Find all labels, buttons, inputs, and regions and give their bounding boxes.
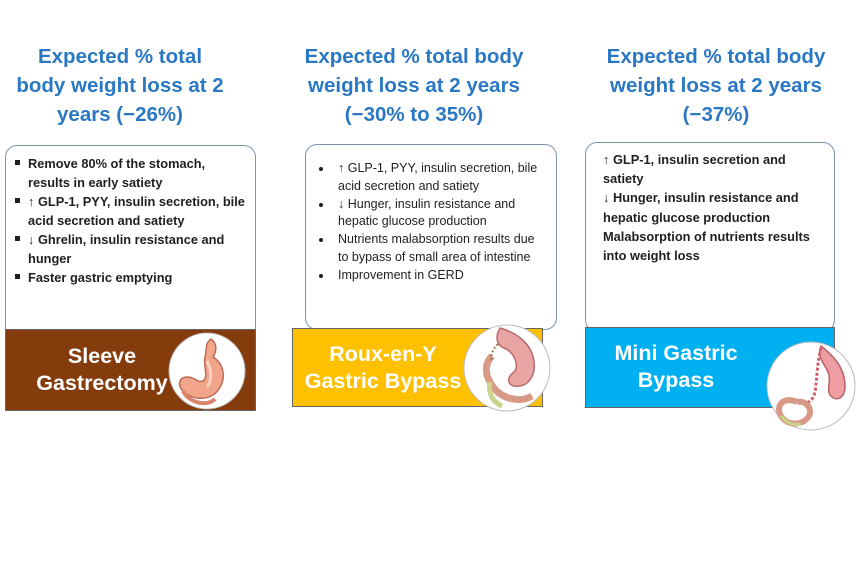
banner-line: Gastrectomy [36, 371, 168, 395]
heading-mini-gastric: Expected % total body weight loss at 2 y… [594, 42, 838, 129]
heading-line: weight loss at 2 years [308, 74, 520, 97]
mechanisms-box-mini-gastric: ↑ GLP-1, insulin secretion and satiety ↓… [585, 142, 835, 332]
heading-roux-en-y: Expected % total body weight loss at 2 y… [292, 42, 536, 129]
heading-sleeve: Expected % total body weight loss at 2 y… [0, 42, 240, 129]
list-item: Nutrients malabsorption results due to b… [310, 231, 542, 267]
heading-line: years (−26%) [57, 103, 183, 126]
mini-gastric-bypass-icon [766, 341, 856, 431]
heading-line: body weight loss at 2 [16, 74, 224, 97]
list-item: Improvement in GERD [310, 267, 542, 285]
heading-line: weight loss at 2 years [610, 74, 822, 97]
banner-line: Roux-en-Y [329, 342, 437, 366]
list-item: ↓ Hunger, insulin resistance and hepatic… [603, 190, 799, 225]
banner-line: Gastric Bypass [304, 369, 462, 393]
heading-line: Expected % total [37, 45, 203, 68]
list-item: ↑ GLP-1, PYY, insulin secretion, bile ac… [10, 192, 247, 230]
list-item: ↑ GLP-1, PYY, insulin secretion, bile ac… [310, 160, 542, 196]
banner-line: Bypass [637, 368, 715, 392]
gastric-bypass-icon [463, 324, 551, 412]
heading-line: (−30% to 35%) [344, 103, 484, 126]
banner-line: Sleeve [67, 344, 137, 368]
list-item: ↓ Hunger, insulin resistance and hepatic… [310, 196, 542, 232]
heading-line: (−37%) [682, 103, 750, 126]
banner-label-roux-en-y: Roux-en-Y Gastric Bypass [295, 341, 471, 395]
banner-label-mini-gastric: Mini Gastric Bypass [594, 340, 758, 394]
list-item: Malabsorption of nutrients results into … [603, 228, 810, 264]
mechanisms-box-roux-en-y: ↑ GLP-1, PYY, insulin secretion, bile ac… [305, 144, 557, 330]
banner-line: Mini Gastric [614, 341, 738, 365]
banner-label-sleeve: Sleeve Gastrectomy [12, 343, 192, 397]
list-item: ↓ Ghrelin, insulin resistance and hunger [10, 230, 247, 268]
list-item: ↑ GLP-1, insulin secretion and satiety [603, 152, 786, 187]
list-item: Remove 80% of the stomach, results in ea… [10, 154, 247, 192]
heading-line: Expected % total body [606, 45, 826, 68]
mechanisms-box-sleeve: Remove 80% of the stomach, results in ea… [5, 145, 256, 345]
heading-line: Expected % total body [304, 45, 524, 68]
stomach-icon [168, 332, 246, 410]
list-item: Faster gastric emptying [10, 268, 247, 287]
